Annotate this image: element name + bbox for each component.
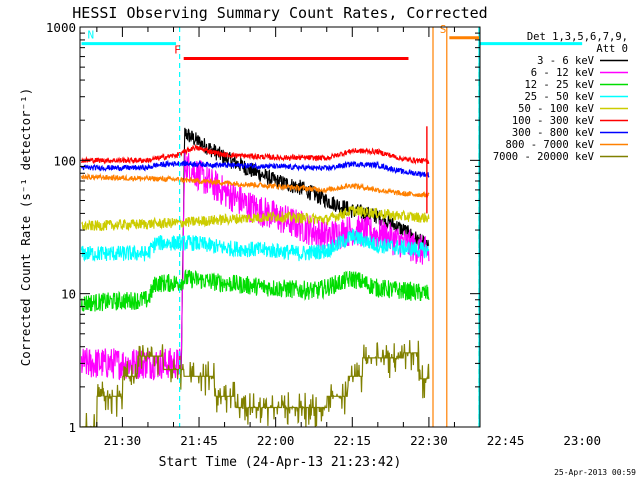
x-tick-label: 22:45 xyxy=(487,433,525,448)
flag-label: S xyxy=(440,23,447,36)
y-tick-label: 1000 xyxy=(46,20,76,35)
series-25-50-kev xyxy=(80,228,593,288)
y-axis-label: Corrected Count Rate (s⁻¹ detector⁻¹) xyxy=(18,88,33,366)
series-50-100-kev xyxy=(81,204,593,237)
legend-label: 7000 - 20000 keV xyxy=(493,151,595,163)
series-line xyxy=(562,382,593,422)
legend-label: 25 - 50 keV xyxy=(524,91,594,103)
y-axis: 1 10 100 1000 xyxy=(46,20,480,435)
series-100-300-kev xyxy=(81,143,593,176)
legend-label: 50 - 100 keV xyxy=(518,103,595,115)
series-line xyxy=(81,340,430,427)
series-line xyxy=(80,172,430,198)
flag-label: F xyxy=(174,44,181,57)
plot-frame xyxy=(79,26,481,428)
series-line xyxy=(81,204,430,232)
series-7000-20000-kev xyxy=(81,340,593,427)
series-6-12-kev xyxy=(80,149,593,389)
legend-label: 12 - 25 keV xyxy=(524,79,594,91)
series-layer xyxy=(80,127,593,427)
x-axis-label: Start Time (24-Apr-13 21:23:42) xyxy=(159,455,402,470)
series-800-7000-kev xyxy=(80,172,593,198)
x-tick-label: 21:45 xyxy=(180,433,218,448)
series-line xyxy=(562,188,593,195)
series-line xyxy=(80,149,430,381)
annotation-layer: N F S xyxy=(81,23,583,427)
legend-header: Det 1,3,5,6,7,9, xyxy=(527,31,628,43)
series-12-25-kev xyxy=(80,269,593,315)
series-line xyxy=(80,269,430,312)
legend-header: Att 0 xyxy=(596,43,628,55)
chart-title: HESSI Observing Summary Count Rates, Cor… xyxy=(72,4,487,22)
legend-label: 100 - 300 keV xyxy=(512,115,595,127)
x-tick-label: 23:00 xyxy=(563,433,601,448)
x-tick-label: 22:00 xyxy=(257,433,295,448)
flag-label: N xyxy=(88,29,95,42)
legend-label: 6 - 12 keV xyxy=(531,67,595,79)
legend-label: 3 - 6 keV xyxy=(537,55,595,67)
x-tick-label: 22:15 xyxy=(333,433,371,448)
date-stamp: 25-Apr-2013 00:59 xyxy=(554,468,636,477)
series-line xyxy=(562,294,593,315)
y-tick-label: 10 xyxy=(61,287,76,302)
series-line xyxy=(562,272,593,288)
series-line xyxy=(562,358,593,389)
y-tick-label: 1 xyxy=(68,420,76,435)
x-tick-label: 22:30 xyxy=(410,433,448,448)
series-line xyxy=(562,168,593,176)
series-line xyxy=(80,228,430,263)
y-tick-label: 100 xyxy=(53,153,76,168)
series-line xyxy=(81,143,430,165)
series-line xyxy=(562,225,593,237)
series-300-800-kev xyxy=(80,159,593,183)
x-tick-label: 21:30 xyxy=(104,433,142,448)
series-line xyxy=(80,159,430,179)
legend-label: 800 - 7000 keV xyxy=(505,139,594,151)
x-axis: 21:30 21:45 22:00 22:15 22:30 22:45 23:00 xyxy=(96,27,601,448)
series-line xyxy=(562,177,593,183)
legend-label: 300 - 800 keV xyxy=(512,127,595,139)
